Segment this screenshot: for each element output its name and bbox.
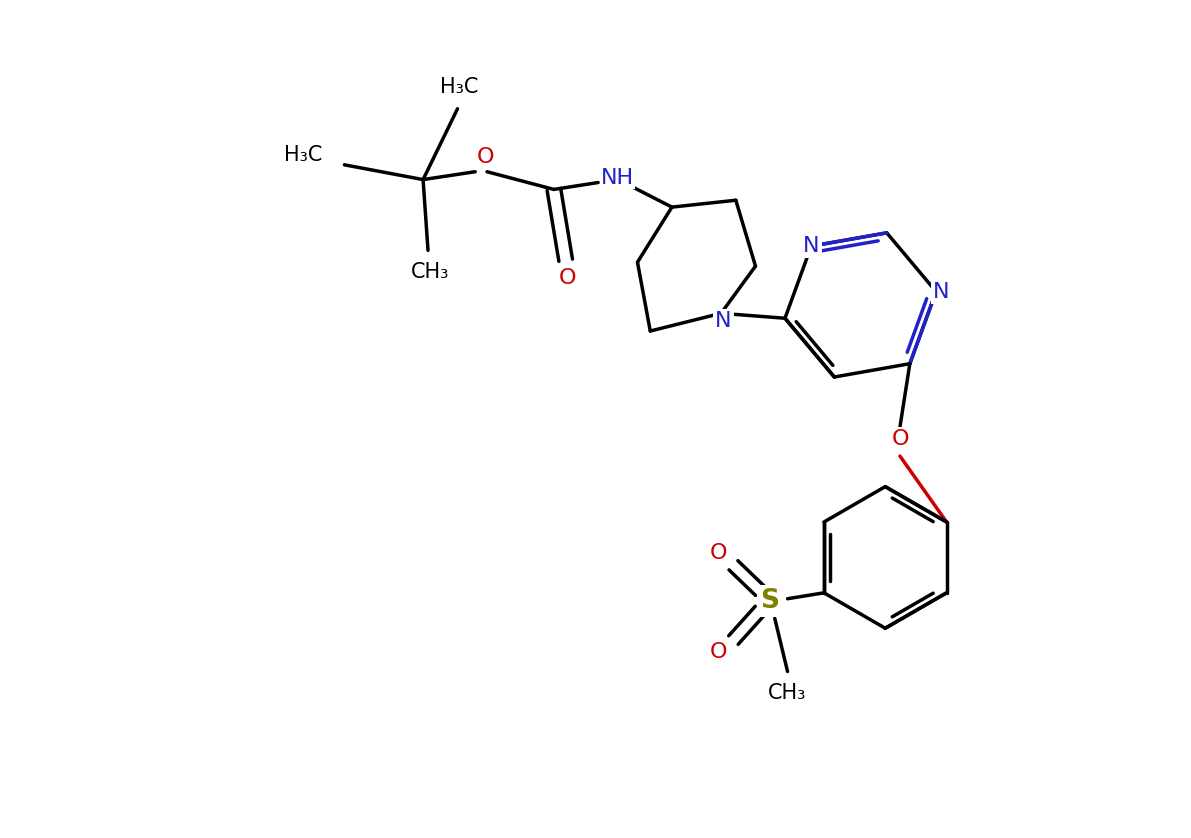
Text: O: O: [891, 429, 909, 449]
Text: O: O: [710, 642, 728, 662]
Text: N: N: [933, 282, 949, 302]
Text: O: O: [710, 544, 728, 563]
Text: H₃C: H₃C: [441, 77, 479, 97]
Text: N: N: [715, 311, 731, 331]
Text: CH₃: CH₃: [411, 262, 449, 282]
Text: NH: NH: [601, 168, 635, 188]
Text: H₃C: H₃C: [285, 145, 323, 165]
Text: O: O: [476, 147, 494, 167]
Text: N: N: [803, 236, 819, 256]
Text: CH₃: CH₃: [768, 683, 806, 703]
Text: O: O: [559, 268, 576, 288]
Text: S: S: [760, 587, 779, 613]
